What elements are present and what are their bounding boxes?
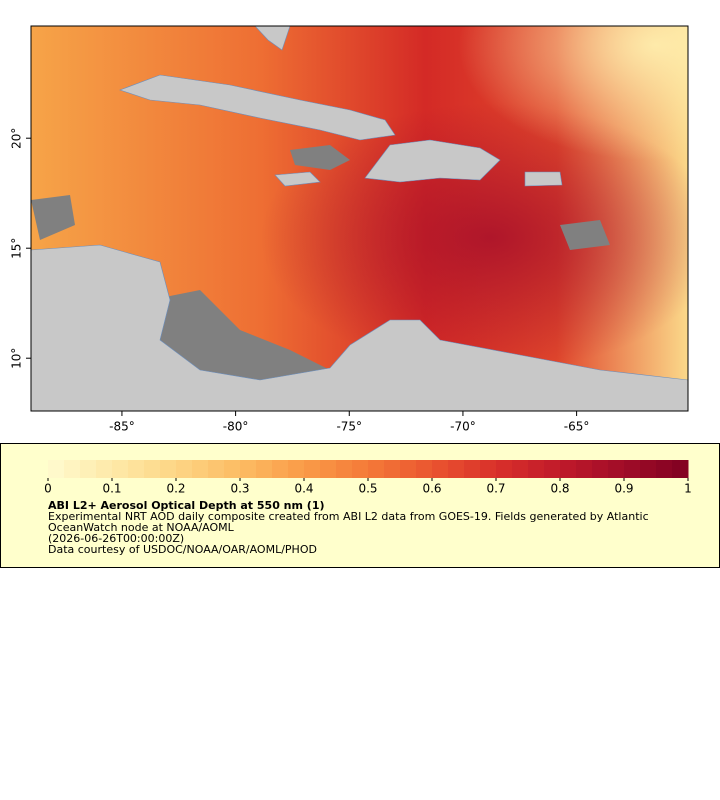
colorbar-step <box>48 460 65 478</box>
colorbar-step <box>128 460 145 478</box>
colorbar-step <box>560 460 577 478</box>
colorbar-step <box>176 460 193 478</box>
colorbar-step <box>432 460 449 478</box>
colorbar-step <box>400 460 417 478</box>
legend-line: Data courtesy of USDOC/NOAA/OAR/AOML/PHO… <box>48 543 317 556</box>
colorbar-step <box>416 460 433 478</box>
colorbar-tick-label: 0.1 <box>102 482 121 496</box>
colorbar-step <box>64 460 81 478</box>
x-tick-label: -80° <box>223 420 249 434</box>
colorbar-step <box>208 460 225 478</box>
colorbar-tick-label: 0.3 <box>230 482 249 496</box>
colorbar-step <box>496 460 513 478</box>
colorbar-step <box>608 460 625 478</box>
map-frame <box>30 25 689 412</box>
colorbar-tick-label: 1 <box>684 482 692 496</box>
colorbar-tick-label: 0.2 <box>166 482 185 496</box>
colorbar-step <box>528 460 545 478</box>
colorbar-step <box>544 460 561 478</box>
colorbar-step <box>80 460 97 478</box>
colorbar-step <box>464 460 481 478</box>
colorbar-tick-label: 0 <box>44 482 52 496</box>
colorbar-step <box>640 460 657 478</box>
colorbar-step <box>256 460 273 478</box>
y-tick-label: 10° <box>10 348 24 369</box>
colorbar-step <box>96 460 113 478</box>
colorbar-tick-label: 0.4 <box>294 482 313 496</box>
legend-line: (2026-06-26T00:00:00Z) <box>48 532 185 545</box>
colorbar: 0 0.1 0.2 0.3 0.4 0.5 0.6 0.7 0.8 0.9 1 <box>44 460 692 496</box>
colorbar-step <box>656 460 673 478</box>
colorbar-tick-label: 0.9 <box>614 482 633 496</box>
colorbar-step <box>112 460 129 478</box>
colorbar-step <box>192 460 209 478</box>
colorbar-step <box>304 460 321 478</box>
colorbar-step <box>576 460 593 478</box>
colorbar-step <box>448 460 465 478</box>
colorbar-step <box>624 460 641 478</box>
colorbar-step <box>160 460 177 478</box>
legend: ABI L2+ Aerosol Optical Depth at 550 nm … <box>48 500 678 555</box>
map-image <box>31 26 688 411</box>
x-tick-label: -85° <box>109 420 135 434</box>
colorbar-step <box>144 460 161 478</box>
colorbar-step <box>272 460 289 478</box>
legend-title: ABI L2+ Aerosol Optical Depth at 550 nm … <box>48 499 325 512</box>
colorbar-step <box>480 460 497 478</box>
legend-line: Experimental NRT AOD daily composite cre… <box>48 510 649 534</box>
colorbar-step <box>240 460 257 478</box>
colorbar-tick-label: 0.5 <box>358 482 377 496</box>
colorbar-step <box>384 460 401 478</box>
colorbar-step <box>288 460 305 478</box>
colorbar-step <box>336 460 353 478</box>
colorbar-step <box>512 460 529 478</box>
x-tick-label: -70° <box>450 420 476 434</box>
colorbar-tick-label: 0.7 <box>486 482 505 496</box>
y-tick-label: 15° <box>10 238 24 259</box>
colorbar-step <box>352 460 369 478</box>
colorbar-step <box>224 460 241 478</box>
y-tick-label: 20° <box>10 128 24 149</box>
colorbar-tick-label: 0.8 <box>550 482 569 496</box>
x-tick-label: -65° <box>564 420 590 434</box>
colorbar-step <box>368 460 385 478</box>
x-tick-label: -75° <box>336 420 362 434</box>
colorbar-tick-label: 0.6 <box>422 482 441 496</box>
colorbar-step <box>592 460 609 478</box>
colorbar-step <box>672 460 689 478</box>
colorbar-step <box>320 460 337 478</box>
